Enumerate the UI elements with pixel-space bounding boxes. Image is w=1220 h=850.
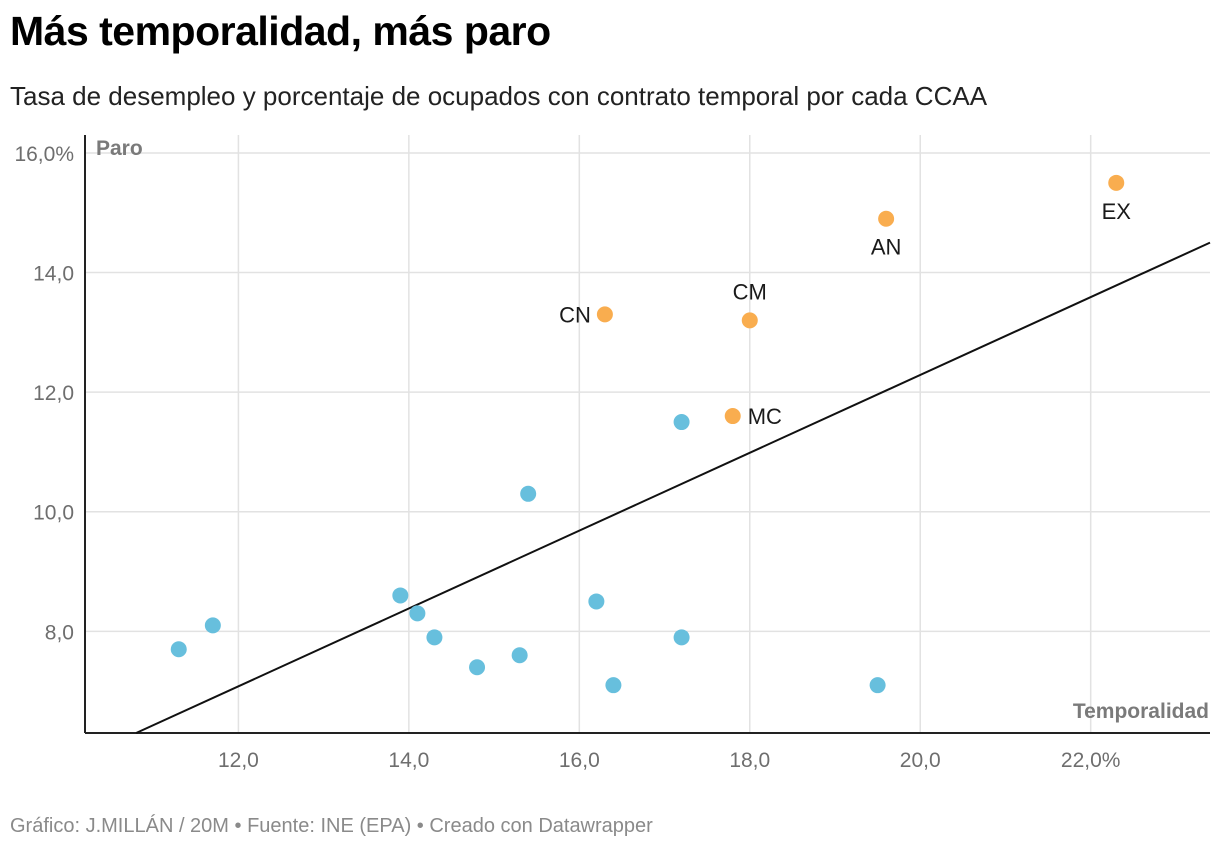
- data-point: [426, 629, 443, 646]
- point-label-cm: CM: [733, 279, 767, 304]
- highlight-point: [741, 312, 758, 329]
- data-point: [605, 677, 622, 694]
- point-labels: CN CM MC AN EX: [559, 199, 1131, 429]
- chart-subtitle: Tasa de desempleo y porcentaje de ocupad…: [10, 81, 988, 111]
- chart-footer: Gráfico: J.MILLÁN / 20M • Fuente: INE (E…: [10, 815, 653, 838]
- footer-author: J.MILLÁN / 20M: [85, 815, 229, 837]
- data-points: [170, 174, 1125, 694]
- data-point: [170, 641, 187, 658]
- x-tick-label: 16,0: [559, 749, 600, 772]
- footer-prefix: Gráfico:: [10, 815, 86, 837]
- footer-separator-1: •: [228, 815, 248, 837]
- data-point: [392, 587, 409, 604]
- y-tick-label: 16,0%: [14, 143, 74, 166]
- point-label-an: AN: [871, 235, 902, 260]
- axes: 12,0 14,0 16,0 18,0 20,0 22,0% 8,0 10,0 12,0 14,0…: [14, 135, 1210, 772]
- y-tick-label: 8,0: [45, 621, 74, 644]
- chart-title: Más temporalidad, más paro: [10, 8, 551, 54]
- y-tick-label: 12,0: [33, 382, 74, 405]
- x-tick-label: 12,0: [218, 749, 259, 772]
- data-point: [673, 629, 690, 646]
- x-axis-title: Temporalidad: [1073, 700, 1209, 723]
- data-point: [588, 593, 605, 610]
- x-tick-label: 22,0%: [1061, 749, 1121, 772]
- footer-source: Fuente: INE (EPA): [247, 815, 412, 837]
- y-tick-label: 10,0: [33, 502, 74, 525]
- data-point: [673, 414, 690, 431]
- gridlines: [85, 135, 1210, 733]
- point-label-cn: CN: [559, 302, 591, 327]
- highlight-point: [878, 210, 895, 227]
- footer-created-with: Creado con Datawrapper: [429, 815, 653, 837]
- trendline-group: [135, 241, 1211, 734]
- footer-separator-2: •: [411, 815, 430, 837]
- data-point: [520, 485, 537, 502]
- data-point: [511, 647, 528, 664]
- highlight-point: [1108, 174, 1125, 191]
- data-point: [204, 617, 221, 634]
- x-tick-label: 18,0: [729, 749, 770, 772]
- data-point: [469, 659, 486, 676]
- data-point: [869, 677, 886, 694]
- scatter-chart: 12,0 14,0 16,0 18,0 20,0 22,0% 8,0 10,0 12,0 14,0…: [14, 135, 1211, 772]
- highlight-point: [596, 306, 613, 323]
- x-tick-label: 20,0: [900, 749, 941, 772]
- trendline: [135, 241, 1211, 734]
- highlight-point: [724, 408, 741, 425]
- x-tick-label: 14,0: [388, 749, 429, 772]
- point-label-ex: EX: [1102, 199, 1132, 224]
- point-label-mc: MC: [748, 404, 782, 429]
- y-tick-label: 14,0: [33, 263, 74, 286]
- y-axis-title: Paro: [96, 137, 143, 160]
- data-point: [409, 605, 426, 622]
